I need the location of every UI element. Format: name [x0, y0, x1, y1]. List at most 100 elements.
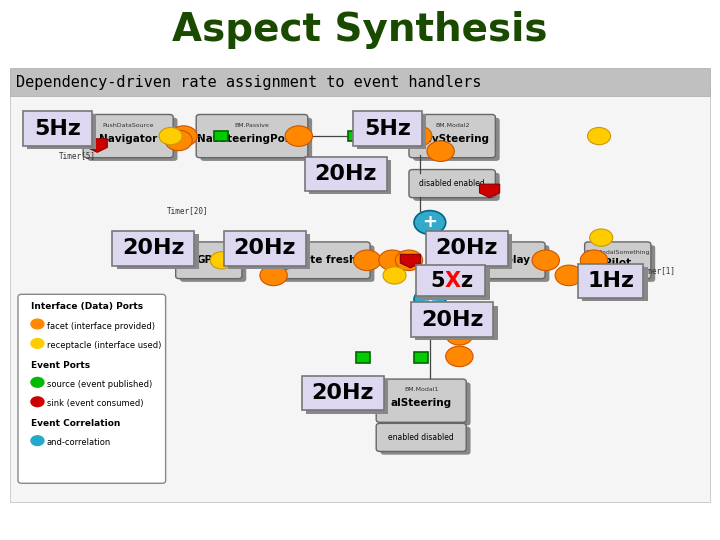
- Circle shape: [414, 211, 446, 234]
- Circle shape: [402, 127, 426, 145]
- Text: state fresh: state fresh: [292, 255, 356, 265]
- Circle shape: [454, 276, 482, 296]
- FancyBboxPatch shape: [224, 231, 306, 266]
- Text: Timer[1]: Timer[1]: [639, 267, 676, 275]
- Text: Navigator: Navigator: [99, 134, 157, 144]
- Circle shape: [427, 141, 454, 161]
- FancyBboxPatch shape: [196, 114, 308, 158]
- Circle shape: [588, 127, 611, 145]
- Text: 5Hz: 5Hz: [364, 118, 411, 139]
- Text: Timer[5]: Timer[5]: [59, 151, 96, 160]
- Text: PushDataSource: PushDataSource: [102, 123, 154, 127]
- FancyBboxPatch shape: [589, 245, 655, 282]
- FancyBboxPatch shape: [112, 231, 194, 266]
- Text: Interface (Data) Ports: Interface (Data) Ports: [31, 302, 143, 311]
- FancyBboxPatch shape: [88, 118, 177, 161]
- Circle shape: [159, 127, 182, 145]
- FancyBboxPatch shape: [376, 379, 467, 422]
- Text: +: +: [423, 213, 437, 232]
- Text: enabled disabled: enabled disabled: [388, 433, 454, 442]
- FancyBboxPatch shape: [180, 245, 246, 282]
- Text: Event Correlation: Event Correlation: [31, 419, 120, 428]
- Circle shape: [383, 267, 406, 284]
- Circle shape: [31, 436, 44, 446]
- FancyBboxPatch shape: [309, 160, 391, 194]
- Text: disabled enabled: disabled enabled: [419, 179, 485, 188]
- Circle shape: [31, 397, 44, 407]
- Text: X: X: [445, 271, 461, 291]
- Text: 20Hz: 20Hz: [436, 238, 498, 259]
- FancyBboxPatch shape: [409, 170, 495, 198]
- FancyBboxPatch shape: [228, 234, 310, 269]
- Text: 20Hz: 20Hz: [312, 383, 374, 403]
- Circle shape: [31, 319, 44, 329]
- FancyBboxPatch shape: [306, 379, 388, 414]
- FancyBboxPatch shape: [413, 173, 500, 201]
- FancyBboxPatch shape: [357, 114, 426, 149]
- Circle shape: [31, 377, 44, 387]
- Text: 5: 5: [431, 271, 445, 291]
- FancyBboxPatch shape: [472, 242, 545, 279]
- FancyBboxPatch shape: [380, 382, 471, 426]
- Text: 20Hz: 20Hz: [122, 238, 184, 259]
- Circle shape: [532, 250, 559, 271]
- Circle shape: [580, 250, 608, 271]
- FancyBboxPatch shape: [84, 114, 173, 158]
- FancyBboxPatch shape: [414, 352, 428, 363]
- FancyBboxPatch shape: [305, 157, 387, 191]
- Circle shape: [446, 346, 473, 367]
- FancyBboxPatch shape: [577, 264, 644, 298]
- Text: 1Hz: 1Hz: [587, 271, 634, 291]
- FancyBboxPatch shape: [10, 68, 710, 96]
- Circle shape: [354, 126, 381, 146]
- Text: 5Hz: 5Hz: [34, 118, 81, 139]
- FancyBboxPatch shape: [353, 111, 422, 146]
- Polygon shape: [480, 254, 500, 268]
- Circle shape: [31, 339, 44, 348]
- FancyBboxPatch shape: [376, 423, 467, 451]
- Polygon shape: [480, 184, 500, 198]
- FancyBboxPatch shape: [585, 242, 651, 279]
- Circle shape: [260, 265, 287, 286]
- Circle shape: [590, 229, 613, 246]
- Text: 20Hz: 20Hz: [421, 309, 483, 330]
- Text: source (event published): source (event published): [47, 380, 152, 389]
- Text: BM.Passive: BM.Passive: [235, 123, 269, 127]
- FancyBboxPatch shape: [415, 306, 498, 340]
- Polygon shape: [411, 310, 431, 323]
- Circle shape: [405, 126, 432, 146]
- FancyBboxPatch shape: [582, 267, 648, 301]
- Circle shape: [170, 126, 197, 146]
- FancyBboxPatch shape: [214, 131, 228, 141]
- Text: Event Ports: Event Ports: [31, 361, 90, 369]
- Text: 20Hz: 20Hz: [315, 164, 377, 184]
- FancyBboxPatch shape: [302, 376, 384, 410]
- FancyBboxPatch shape: [416, 265, 485, 296]
- Circle shape: [395, 250, 423, 271]
- Text: NavSteeringPoints: NavSteeringPoints: [197, 134, 307, 144]
- Circle shape: [414, 288, 446, 312]
- Circle shape: [446, 325, 473, 345]
- FancyBboxPatch shape: [348, 131, 362, 141]
- FancyBboxPatch shape: [200, 118, 312, 161]
- Text: Pilot: Pilot: [604, 258, 631, 268]
- FancyBboxPatch shape: [380, 427, 471, 455]
- Polygon shape: [400, 254, 420, 268]
- Circle shape: [379, 250, 406, 271]
- Text: z: z: [461, 271, 472, 291]
- FancyBboxPatch shape: [476, 245, 549, 282]
- FancyBboxPatch shape: [176, 242, 242, 279]
- Circle shape: [165, 130, 192, 151]
- FancyBboxPatch shape: [356, 352, 370, 363]
- FancyBboxPatch shape: [426, 231, 508, 266]
- FancyBboxPatch shape: [409, 114, 495, 158]
- FancyBboxPatch shape: [27, 114, 96, 149]
- Text: alSteering: alSteering: [391, 399, 451, 408]
- Text: 20Hz: 20Hz: [234, 238, 296, 259]
- Text: BM.Modal1: BM.Modal1: [404, 387, 438, 392]
- Circle shape: [210, 252, 233, 269]
- Text: Timer[20]: Timer[20]: [167, 206, 209, 215]
- Text: Aspect Synthesis: Aspect Synthesis: [172, 11, 548, 49]
- FancyBboxPatch shape: [282, 245, 374, 282]
- Circle shape: [555, 265, 582, 286]
